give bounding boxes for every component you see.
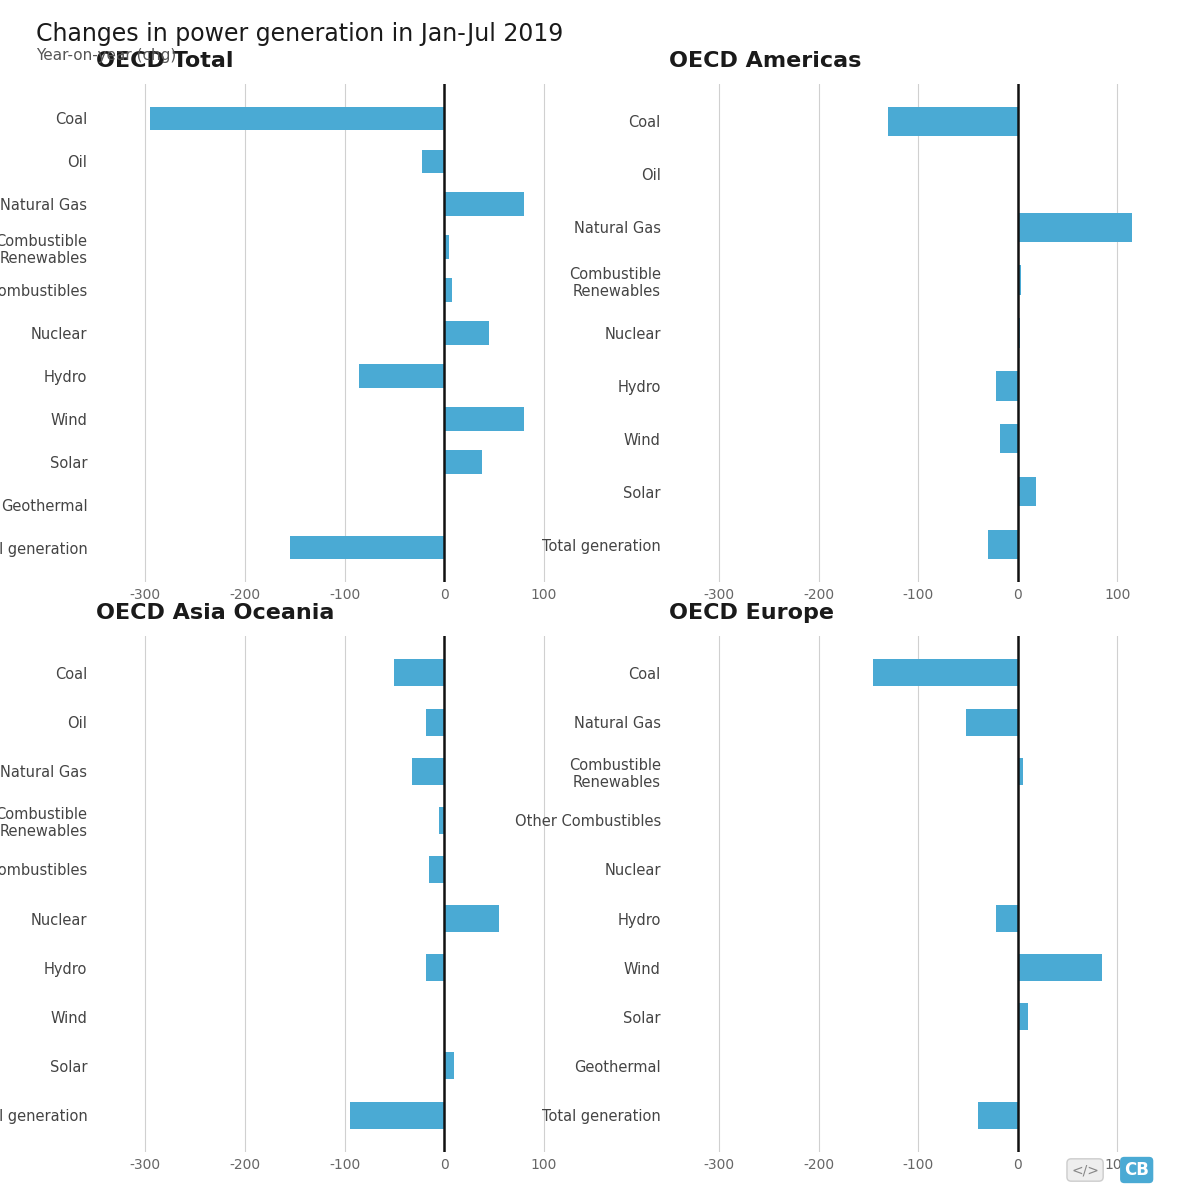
Bar bbox=[874, 660, 1018, 686]
Bar bbox=[445, 450, 482, 474]
Bar bbox=[427, 954, 445, 982]
Bar bbox=[978, 1102, 1018, 1128]
Bar bbox=[1018, 757, 1023, 785]
Text: Changes in power generation in Jan-Jul 2019: Changes in power generation in Jan-Jul 2… bbox=[36, 22, 563, 46]
Bar bbox=[360, 364, 445, 388]
Bar bbox=[1018, 478, 1036, 506]
Bar bbox=[988, 530, 1018, 559]
Bar bbox=[1018, 212, 1133, 241]
Bar bbox=[412, 757, 445, 785]
Text: CB: CB bbox=[1124, 1162, 1150, 1178]
Bar bbox=[1018, 265, 1021, 295]
Bar bbox=[151, 107, 445, 131]
Bar bbox=[349, 1102, 445, 1128]
Text: OECD Europe: OECD Europe bbox=[669, 604, 834, 623]
Bar bbox=[445, 407, 523, 431]
Bar bbox=[429, 856, 445, 883]
Text: Year-on-year (chg): Year-on-year (chg) bbox=[36, 48, 176, 62]
Bar bbox=[995, 371, 1018, 401]
Bar bbox=[966, 708, 1018, 736]
Text: </>: </> bbox=[1071, 1163, 1099, 1177]
Bar bbox=[445, 905, 498, 932]
Bar bbox=[445, 1052, 454, 1080]
Bar bbox=[445, 322, 489, 344]
Bar bbox=[1000, 425, 1018, 454]
Bar bbox=[1018, 954, 1102, 982]
Text: OECD Americas: OECD Americas bbox=[669, 52, 862, 71]
Bar bbox=[422, 150, 445, 173]
Bar bbox=[1018, 318, 1019, 348]
Bar bbox=[289, 535, 445, 559]
Bar bbox=[445, 192, 523, 216]
Bar bbox=[445, 278, 452, 302]
Text: OECD Total: OECD Total bbox=[96, 52, 233, 71]
Bar bbox=[439, 806, 445, 834]
Bar bbox=[445, 235, 449, 259]
Bar bbox=[394, 660, 445, 686]
Bar bbox=[1018, 1003, 1028, 1031]
Bar bbox=[427, 708, 445, 736]
Bar bbox=[995, 905, 1018, 932]
Bar bbox=[888, 107, 1018, 136]
Text: OECD Asia Oceania: OECD Asia Oceania bbox=[96, 604, 333, 623]
